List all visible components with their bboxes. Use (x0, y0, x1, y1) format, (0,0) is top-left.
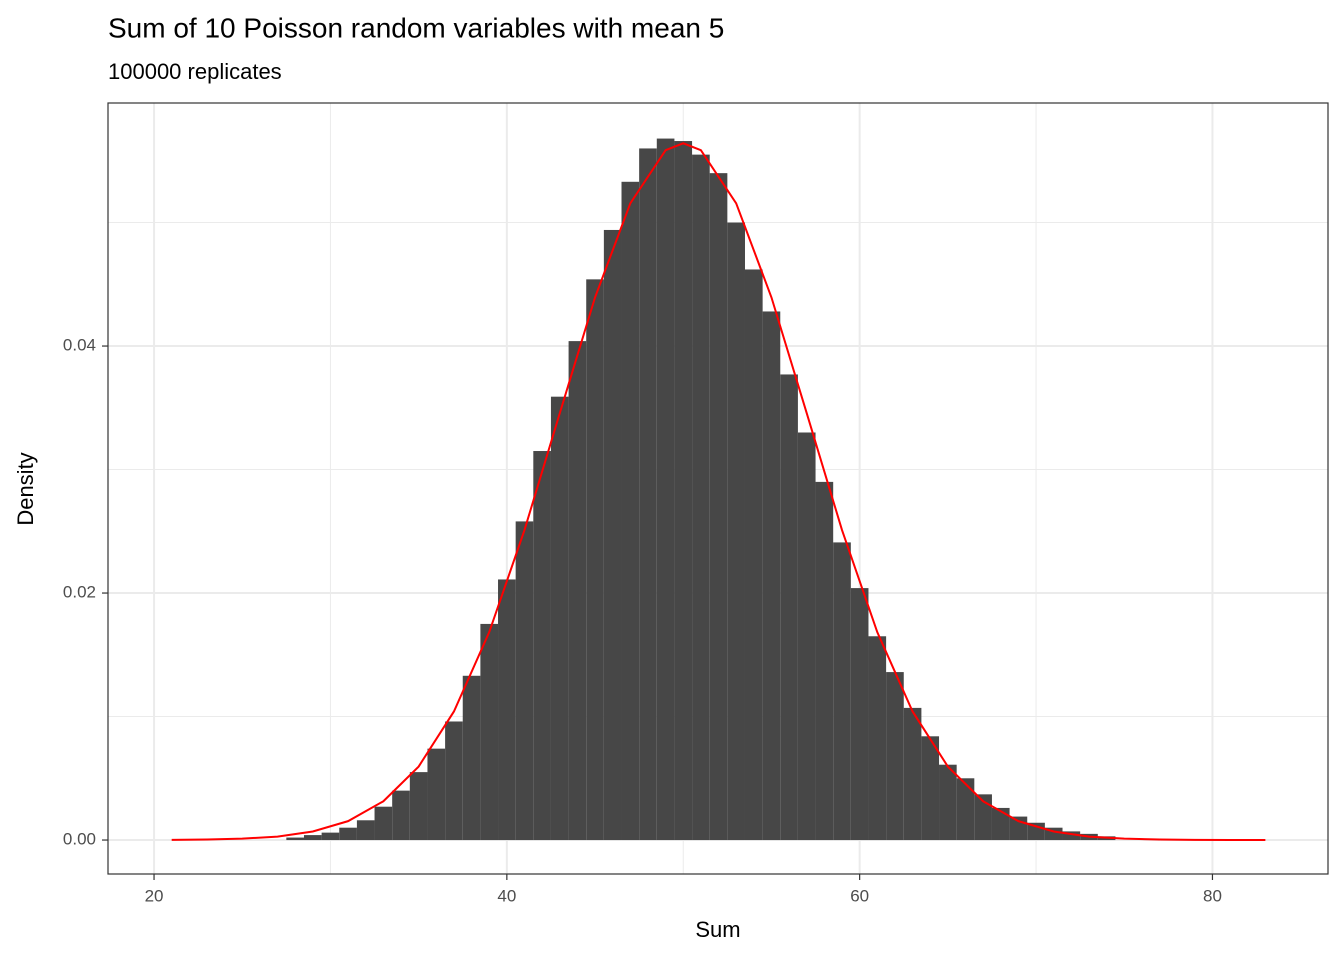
bar (462, 675, 481, 841)
bar (815, 481, 834, 841)
bar (533, 451, 551, 841)
bar (797, 432, 816, 841)
bar (903, 707, 922, 841)
x-tick-label: 40 (497, 886, 516, 905)
y-tick-label: 0.02 (63, 583, 96, 602)
y-tick-label: 0.04 (63, 336, 96, 355)
x-tick-label: 20 (145, 886, 164, 905)
y-axis-label: Density (13, 452, 38, 525)
bar (480, 623, 499, 841)
bar (868, 636, 887, 841)
bar (550, 396, 569, 841)
bar (674, 141, 693, 841)
bar (850, 588, 869, 841)
bar (921, 736, 940, 841)
bar (833, 542, 851, 841)
bar (709, 173, 728, 841)
bar (991, 807, 1010, 841)
x-tick-label: 80 (1203, 886, 1222, 905)
bar (727, 222, 745, 841)
bar (956, 778, 975, 841)
bar (1062, 831, 1081, 841)
bar (586, 279, 604, 841)
bar (286, 837, 304, 841)
chart-subtitle: 100000 replicates (108, 59, 282, 84)
bar (427, 748, 446, 841)
bar (744, 269, 763, 841)
bar (886, 672, 904, 841)
bar (656, 138, 675, 841)
panel-border (107, 102, 1329, 875)
bar (939, 764, 957, 841)
bar (762, 311, 781, 841)
bar (974, 794, 992, 841)
bar (356, 820, 375, 841)
bar (392, 790, 410, 841)
y-tick-label: 0.00 (63, 830, 96, 849)
bar (780, 374, 798, 841)
bar (692, 154, 710, 841)
density-line (171, 142, 1266, 842)
x-axis-label: Sum (695, 917, 740, 942)
bar (603, 229, 622, 841)
bar (621, 181, 640, 841)
x-tick-label: 60 (850, 886, 869, 905)
bar (321, 832, 340, 841)
bar (303, 835, 322, 841)
bar (374, 806, 393, 841)
bar (409, 772, 428, 841)
bar (515, 521, 534, 841)
bar (568, 341, 587, 841)
bar (498, 579, 516, 841)
bar (445, 721, 463, 841)
bar (639, 148, 657, 841)
bar (339, 827, 357, 841)
chart-title: Sum of 10 Poisson random variables with … (108, 12, 724, 43)
